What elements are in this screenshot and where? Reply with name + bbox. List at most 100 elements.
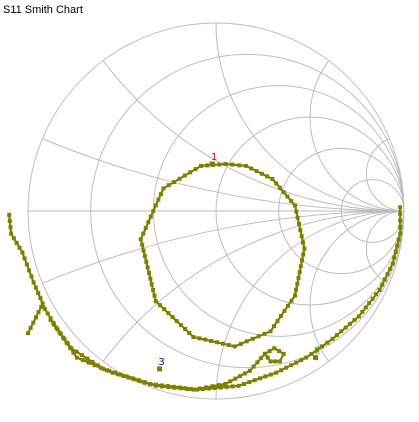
trace-point bbox=[268, 359, 273, 364]
trace-point bbox=[367, 301, 372, 306]
trace-point bbox=[289, 199, 294, 203]
trace-point bbox=[36, 291, 41, 295]
trace-point bbox=[330, 336, 335, 341]
trace-point bbox=[295, 215, 300, 220]
trace-point bbox=[69, 346, 74, 351]
trace-point bbox=[156, 197, 161, 202]
trace-point bbox=[158, 192, 163, 197]
trace-point bbox=[71, 350, 76, 355]
trace-point bbox=[302, 246, 307, 251]
trace-point bbox=[207, 386, 211, 391]
trace-point bbox=[92, 363, 97, 368]
trace-point bbox=[254, 169, 259, 174]
trace-point bbox=[396, 237, 401, 242]
marker-point bbox=[157, 366, 163, 372]
trace-point bbox=[153, 203, 158, 208]
trace-point bbox=[45, 311, 50, 316]
trace-point bbox=[282, 308, 287, 313]
trace-point bbox=[270, 177, 275, 181]
trace-point bbox=[152, 293, 157, 298]
trace-point bbox=[297, 221, 301, 226]
trace-point bbox=[274, 181, 279, 186]
trace-point bbox=[380, 282, 385, 287]
trace-point bbox=[295, 281, 300, 286]
trace-point bbox=[262, 351, 267, 356]
reactance-arc bbox=[28, 23, 404, 212]
trace-point bbox=[398, 218, 403, 223]
trace-point bbox=[277, 359, 282, 364]
trace-point bbox=[398, 205, 403, 210]
marker-label: 3 bbox=[158, 357, 164, 368]
trace-point bbox=[148, 382, 153, 386]
trace-point bbox=[205, 163, 210, 168]
trace-point bbox=[151, 209, 156, 213]
trace-point bbox=[154, 382, 159, 387]
trace-point bbox=[203, 337, 208, 342]
trace-point bbox=[294, 360, 299, 365]
trace-point bbox=[80, 358, 85, 363]
trace-point bbox=[42, 306, 47, 311]
trace-point bbox=[247, 380, 252, 385]
trace-point bbox=[40, 301, 45, 306]
trace-point bbox=[298, 264, 303, 269]
trace-point bbox=[193, 167, 198, 172]
trace-point bbox=[265, 355, 270, 360]
trace-point bbox=[281, 190, 286, 195]
trace-point bbox=[74, 349, 79, 354]
trace-point bbox=[172, 180, 177, 184]
trace-layer bbox=[7, 162, 403, 392]
trace-point bbox=[145, 265, 150, 270]
trace-point bbox=[272, 346, 277, 351]
trace-point bbox=[294, 209, 299, 214]
trace-point bbox=[65, 341, 70, 346]
trace-point bbox=[174, 319, 179, 324]
trace-point bbox=[142, 380, 147, 385]
trace-point bbox=[95, 363, 100, 368]
trace-point bbox=[265, 174, 270, 179]
trace-point bbox=[236, 383, 241, 388]
trace-point bbox=[159, 383, 164, 388]
trace-point bbox=[247, 368, 252, 373]
trace-point bbox=[52, 322, 56, 327]
reactance-arc bbox=[28, 23, 404, 212]
trace-point bbox=[28, 325, 33, 330]
trace-point bbox=[256, 334, 261, 339]
marker-point bbox=[209, 161, 215, 167]
trace-point bbox=[320, 344, 324, 349]
trace-point bbox=[279, 368, 284, 373]
trace-point bbox=[113, 370, 117, 375]
trace-point bbox=[249, 166, 254, 171]
trace-point bbox=[262, 331, 267, 336]
trace-point bbox=[143, 225, 148, 230]
reactance-arc bbox=[215, 210, 404, 399]
trace-point bbox=[14, 241, 19, 245]
trace-point bbox=[393, 249, 398, 254]
trace-point bbox=[8, 225, 13, 230]
trace-point bbox=[26, 331, 30, 336]
trace-point bbox=[31, 280, 36, 285]
trace-point bbox=[20, 250, 25, 255]
trace-point bbox=[277, 349, 281, 354]
trace-point bbox=[274, 370, 279, 375]
trace-point bbox=[209, 339, 214, 343]
trace-point bbox=[304, 355, 309, 360]
chart-title: S11 Smith Chart bbox=[3, 4, 83, 16]
trace-point bbox=[296, 276, 301, 280]
trace-point bbox=[17, 245, 22, 250]
trace-point bbox=[390, 261, 395, 266]
trace-line bbox=[49, 206, 402, 391]
trace-point bbox=[218, 385, 223, 390]
trace-point bbox=[199, 163, 203, 168]
trace-point bbox=[259, 171, 264, 176]
trace-point bbox=[385, 272, 390, 277]
trace-point bbox=[398, 225, 403, 229]
trace-point bbox=[281, 351, 286, 356]
trace-point bbox=[244, 163, 249, 168]
reactance-arc bbox=[215, 23, 404, 212]
trace-point bbox=[29, 274, 34, 279]
trace-point bbox=[147, 271, 151, 275]
trace-point bbox=[31, 320, 36, 325]
trace-point bbox=[170, 315, 175, 320]
trace-point bbox=[398, 211, 403, 216]
